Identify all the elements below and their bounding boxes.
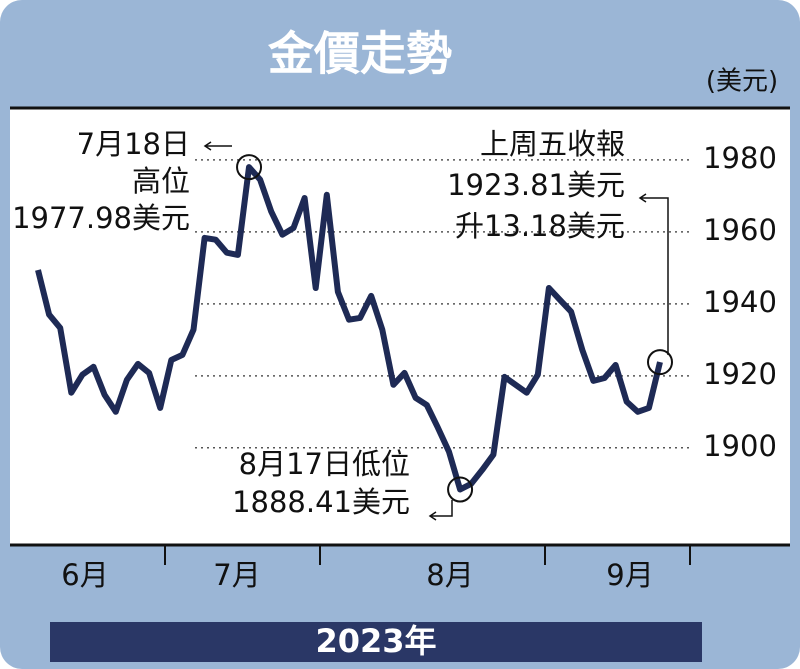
highlight-circle xyxy=(236,154,263,181)
annotation: 高位 xyxy=(132,164,190,198)
x-tick-label: 8月 xyxy=(426,558,473,592)
x-axis-title: 2023年 xyxy=(315,622,436,660)
annotation: 1923.81美元 xyxy=(447,168,625,202)
x-tick-label: 7月 xyxy=(213,558,260,592)
price-line xyxy=(35,164,663,493)
annotation: 8月17日低位 xyxy=(239,447,410,481)
plot-area xyxy=(10,108,790,545)
x-tick-label: 9月 xyxy=(606,558,653,592)
unit-label: (美元) xyxy=(706,67,778,97)
annotation: 1977.98美元 xyxy=(12,201,190,235)
annotation: 1888.41美元 xyxy=(232,485,410,519)
highlight-circle xyxy=(447,476,474,503)
year-band xyxy=(50,622,702,662)
chart-title: 金價走勢 xyxy=(267,27,452,81)
annotation: 升13.18美元 xyxy=(455,209,625,243)
separators xyxy=(164,545,691,565)
y-tick-label: 1980 xyxy=(703,141,777,175)
x-tick-label: 6月 xyxy=(61,558,108,592)
annotation: 7月18日 xyxy=(77,127,190,161)
highlight-circle xyxy=(647,349,673,376)
y-tick-label: 1900 xyxy=(703,429,777,463)
y-tick-label: 1960 xyxy=(703,213,777,247)
annotation: 上周五收報 xyxy=(480,127,625,161)
y-tick-label: 1920 xyxy=(703,357,777,391)
annotation-arrows xyxy=(203,141,669,521)
y-tick-label: 1940 xyxy=(703,285,777,319)
